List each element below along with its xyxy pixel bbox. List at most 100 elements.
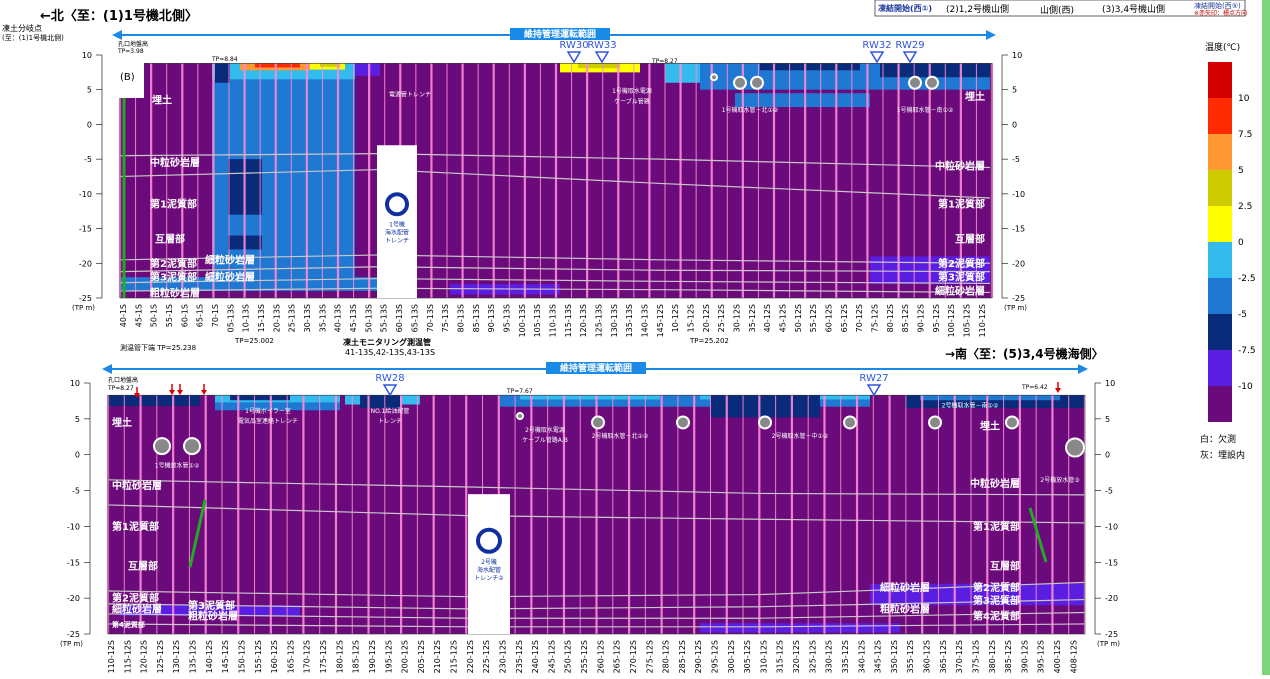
pipe-icon	[591, 415, 605, 430]
top-x-ticks: 40-1S 45-1S 50-1S 55-1S 60-1S 65-1S 70-1S 05-13…	[119, 304, 987, 337]
structure-label: NO.1給油配管	[371, 407, 410, 415]
south-direction-label: →南〈至：(5)3,4号機海側〉	[945, 346, 1104, 361]
stratum-boundary	[107, 611, 1085, 619]
x-tick-label: 370-12S	[955, 640, 964, 673]
stratum-label: 第3泥質部	[938, 271, 985, 284]
y-tick-label: 0	[75, 451, 80, 460]
structure-label: 1号機取水管－北①②	[722, 106, 779, 114]
x-tick-label: 255-12S	[580, 640, 589, 673]
legend-note-gray: 灰：埋設内	[1200, 449, 1245, 461]
legend-label: 0	[1238, 238, 1244, 248]
x-tick-label: 55-12S	[809, 304, 818, 332]
x-tick-label: 50-1S	[150, 304, 159, 327]
x-tick-label: 280-12S	[662, 640, 671, 673]
stratum-label: 互層部	[155, 232, 185, 245]
legend-swatch	[1208, 278, 1232, 314]
ground-notch	[116, 58, 144, 98]
y-tick-label: -10	[1012, 190, 1025, 199]
tp-label: TP=8.27	[651, 58, 678, 65]
x-tick-label: 10-12S	[671, 304, 680, 332]
stratum-label: 中粒砂岩層	[970, 477, 1020, 490]
x-tick-label: 408-12S	[1069, 640, 1078, 673]
pipe-icon	[516, 411, 524, 420]
structure-label: ケーブル管路	[614, 98, 650, 106]
stratum-label: 細粒砂岩層	[205, 271, 255, 284]
bottom-range-arrow	[102, 362, 1088, 374]
y-tick-label: -5	[84, 155, 92, 164]
y-tick-label: 0	[1012, 120, 1017, 129]
stratum-label: 第1泥質部	[973, 520, 1020, 533]
y-tick-label: 10	[1012, 51, 1022, 60]
pipe-icon	[908, 75, 922, 90]
y-tick-label: -25	[67, 630, 80, 639]
x-tick-label: 20-13S	[272, 304, 281, 332]
pipe-icon	[153, 437, 171, 456]
x-tick-label: 110-12S	[978, 304, 987, 337]
pipe-icon	[676, 415, 690, 430]
stratum-label: 埋土	[965, 90, 985, 103]
stratum-label: 粗粒砂岩層	[150, 287, 200, 300]
legend-label: 2.5	[1238, 202, 1252, 212]
stratum-label: 中粒砂岩層	[935, 160, 985, 173]
x-tick-label: 45-1S	[134, 304, 143, 327]
y-tick-label: 5	[1012, 86, 1017, 95]
top-heatmap	[118, 51, 994, 299]
stratum-label: 中粒砂岩層	[112, 479, 162, 492]
structure-label: トレンチ	[378, 418, 402, 425]
bottom-overlay: 2号機海水配管トレンチ②埋土中粒砂岩層第1泥質部互層部第2泥質部第3泥質部細粒砂…	[107, 373, 1086, 635]
bottom-range-label: 維持管理運転範囲	[560, 362, 632, 374]
x-tick-label: 85-12S	[901, 304, 910, 332]
red-arrow-head	[169, 390, 175, 395]
y-unit-label: (TP m)	[1097, 640, 1120, 648]
temperature-zone	[520, 395, 660, 400]
legend-label: -5	[1238, 310, 1247, 320]
x-tick-label: 250-12S	[564, 640, 573, 673]
x-tick-label: 220-12S	[466, 640, 475, 673]
x-tick-label: 160-12S	[270, 640, 279, 673]
legend-colorbar	[1208, 62, 1232, 422]
legend-label: 10	[1238, 94, 1250, 104]
y-tick-label: -5	[1012, 155, 1020, 164]
tp-label: TP=3.98	[117, 48, 144, 55]
y-tick-label: 5	[1105, 415, 1110, 424]
structure-label: 2号機取水管－南①②	[942, 401, 999, 409]
x-tick-label: 330-12S	[825, 640, 834, 673]
x-tick-label: 40-1S	[119, 304, 128, 327]
stratum-label: 第2泥質部	[150, 257, 197, 270]
x-tick-label: 45-13S	[349, 304, 358, 332]
x-tick-label: 10-13S	[242, 304, 251, 332]
x-tick-label: 105-12S	[963, 304, 972, 337]
y-tick-label: -5	[1105, 487, 1113, 496]
pipe-icon	[1065, 437, 1085, 458]
structure-label: 2号機取水電源	[525, 426, 565, 434]
red-arrow-head	[177, 390, 183, 395]
top-overlay: 1号機海水配管トレンチ埋土中粒砂岩層第1泥質部互層部第2泥質部第3泥質部細粒砂岩…	[116, 40, 993, 300]
above-ground	[108, 380, 1085, 396]
x-tick-label: 305-12S	[743, 640, 752, 673]
top-note-monitoring-probe: 凍土モニタリング測温管	[343, 337, 431, 347]
stratum-boundary	[107, 598, 1085, 610]
stratum-label: 互層部	[128, 559, 158, 572]
structure-label: 電気品室連絡トレンチ	[238, 417, 298, 425]
temperature-zone	[255, 63, 300, 68]
bottom-y-axis-left: 10 5 0 -5 -10 -15 -20 -25(TP m)	[60, 379, 91, 648]
trench-label: 海水配管	[477, 566, 501, 574]
stratum-boundary	[119, 152, 991, 169]
rw-marker-label: RW33	[587, 40, 616, 51]
x-tick-label: 95-12S	[932, 304, 941, 332]
above-ground	[120, 51, 992, 64]
temperature-zone	[230, 395, 290, 401]
stratum-label: 埋土	[152, 94, 172, 107]
x-tick-label: 205-12S	[417, 640, 426, 673]
x-tick-label: 355-12S	[906, 640, 915, 673]
temperature-zone	[760, 63, 860, 71]
rw-marker-label: RW32	[862, 40, 891, 51]
trench-label: 海水配管	[385, 228, 409, 236]
red-arrow-head	[201, 390, 207, 395]
rw-marker-label: RW27	[859, 373, 888, 384]
x-tick-label: 135-12S	[189, 640, 198, 673]
stratum-label: 互層部	[955, 232, 985, 245]
legend-title: 温度(℃)	[1205, 41, 1240, 53]
stratum-label: 細粒砂岩層	[935, 285, 985, 298]
top-y-axis-left: 10 5 0 -5 -10 -15 -20 -25(TP m)	[72, 51, 103, 312]
